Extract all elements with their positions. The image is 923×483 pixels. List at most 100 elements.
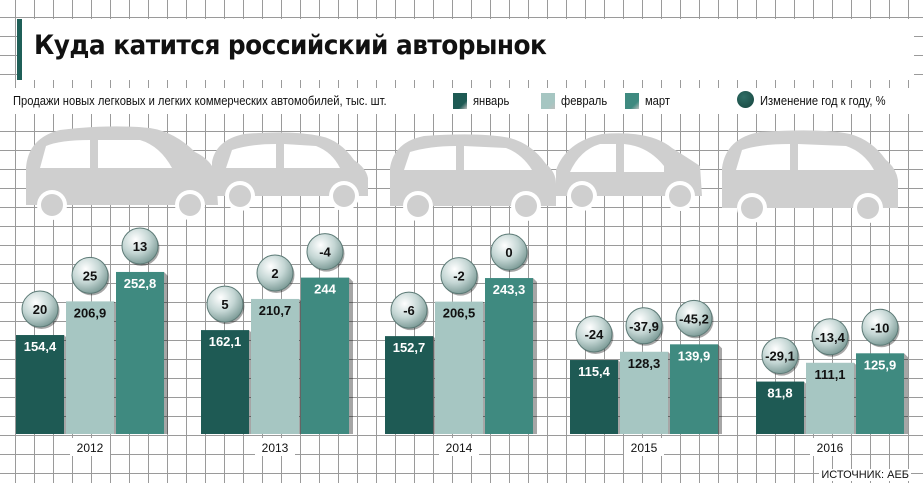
legend-label-mar: март [645,93,671,108]
bar-2016-февраль [806,362,854,434]
yoy-bubble [811,318,849,356]
yoy-bubble-label: -6 [403,303,415,318]
bar-2013-январь [201,330,249,434]
car-window-2014-1 [464,146,532,170]
yoy-bubble-label: 13 [133,239,147,254]
yoy-bubble [256,254,294,292]
bar-2015-январь [570,360,618,434]
legend-label-jan: январь [473,93,510,108]
car-window-2012-0 [40,140,90,168]
bar-2014-январь [385,336,433,434]
legend-swatch-jan [453,93,467,109]
bar-2013-март [301,277,349,434]
chart-title: Куда катится российский авторынок [34,30,547,61]
car-window-2013-0 [226,144,276,168]
legend-swatch-mar [625,93,639,109]
subtitle-legend-row: Продажи новых легковых и легких коммерче… [0,88,923,114]
yoy-bubble [390,291,428,329]
year-label-bg [255,438,295,456]
bar-value-label: 162,1 [209,334,242,349]
bar-value-label: 139,9 [678,348,711,363]
yoy-bubble-label: -4 [319,245,331,260]
bar-depth [904,353,908,434]
legend-label-feb: февраль [561,93,608,108]
yoy-bubble [440,257,478,295]
bar-2012-март [116,271,164,434]
bar-2013-февраль [251,298,299,434]
yoy-bubble-label: -45,2 [679,311,709,326]
car-window-2014-0 [404,146,456,170]
year-label: 2012 [77,441,104,455]
bar-depth [349,277,353,434]
yoy-bubble-label: 0 [505,245,512,260]
car-window-2016-1 [798,144,874,170]
bar-depth [718,344,722,434]
bar-value-label: 125,9 [864,357,897,372]
legend-swatch-feb [541,93,555,109]
bar-value-label: 243,3 [493,282,526,297]
yoy-bubble-label: -29,1 [765,349,795,364]
bar-value-label: 115,4 [578,364,611,379]
car-window-2016-0 [736,144,790,170]
yoy-bubble-label: -2 [453,269,465,284]
bar-value-label: 154,4 [24,339,57,354]
yoy-bubble [675,299,713,337]
car-window-2015-1 [624,144,664,172]
bar-value-label: 81,8 [767,386,792,401]
car-window-2012-1 [98,140,172,168]
yoy-bubble-label: 20 [33,302,47,317]
yoy-bubble [306,233,344,271]
bar-2012-январь [16,335,64,434]
yoy-bubble [21,290,59,328]
bar-value-label: 210,7 [259,303,292,318]
bar-value-label: 244 [314,282,336,297]
yoy-bubble [121,227,159,265]
bar-value-label: 128,3 [628,356,661,371]
bar-value-labels: 154,4 206,9 252,8 162,1 210,7 244 152,7 206,5 24… [24,276,897,401]
year-label-bg [70,438,110,456]
bar-value-label: 252,8 [124,276,157,291]
yoy-bubble-label: 2 [271,266,278,281]
bar-2015-март [670,344,718,434]
bar-2014-март [485,278,533,434]
car-icon-2013 [212,132,368,211]
source-note: ИСТОЧНИК: АЕБ [819,469,911,481]
bar-value-label: 206,5 [443,306,476,321]
title-box: Куда катится российский авторынок [17,19,914,80]
bar-value-label: 206,9 [74,305,107,320]
legend-change-dot [737,91,754,108]
legend-change-label: Изменение год к году, % [760,93,886,108]
yoy-bubble-label: -10 [871,320,890,335]
bar-value-label: 111,1 [814,367,845,382]
yoy-bubble-label: 25 [83,268,97,283]
yoy-bubbles: 20 25 13 5 2 -4 -6 -2 0 -24 -37,9 -45,2 -29,1 -13,4 -1… [21,227,900,376]
chart-subtitle: Продажи новых легковых и легких коммерче… [13,93,387,108]
car-window-2015-0 [570,144,616,172]
year-label: 2014 [446,441,473,455]
yoy-bubble [625,307,663,345]
car-window-2013-1 [284,144,340,168]
bar-2016-март [856,353,904,434]
bar-depth [533,278,537,434]
year-label: 2016 [817,441,844,455]
car-illustrations [26,126,898,223]
year-label: 2015 [631,441,658,455]
yoy-bubble [861,308,899,346]
yoy-bubble-label: -37,9 [629,319,659,334]
year-label: 2013 [262,441,289,455]
bar-value-label: 152,7 [393,340,426,355]
yoy-bubble [206,285,244,323]
bar-2012-февраль [66,301,114,434]
bar-2014-февраль [435,301,483,434]
yoy-bubble [575,315,613,353]
yoy-bubble [71,256,109,294]
yoy-bubble-label: -24 [585,327,605,342]
yoy-bubble-label: 5 [221,297,228,312]
bars [16,271,908,434]
bar-depth [164,271,168,434]
year-label-bg [810,438,850,456]
bar-2015-февраль [620,351,668,434]
yoy-bubble [490,233,528,271]
year-labels: 2012 2013 2014 2015 2016 [70,438,850,456]
